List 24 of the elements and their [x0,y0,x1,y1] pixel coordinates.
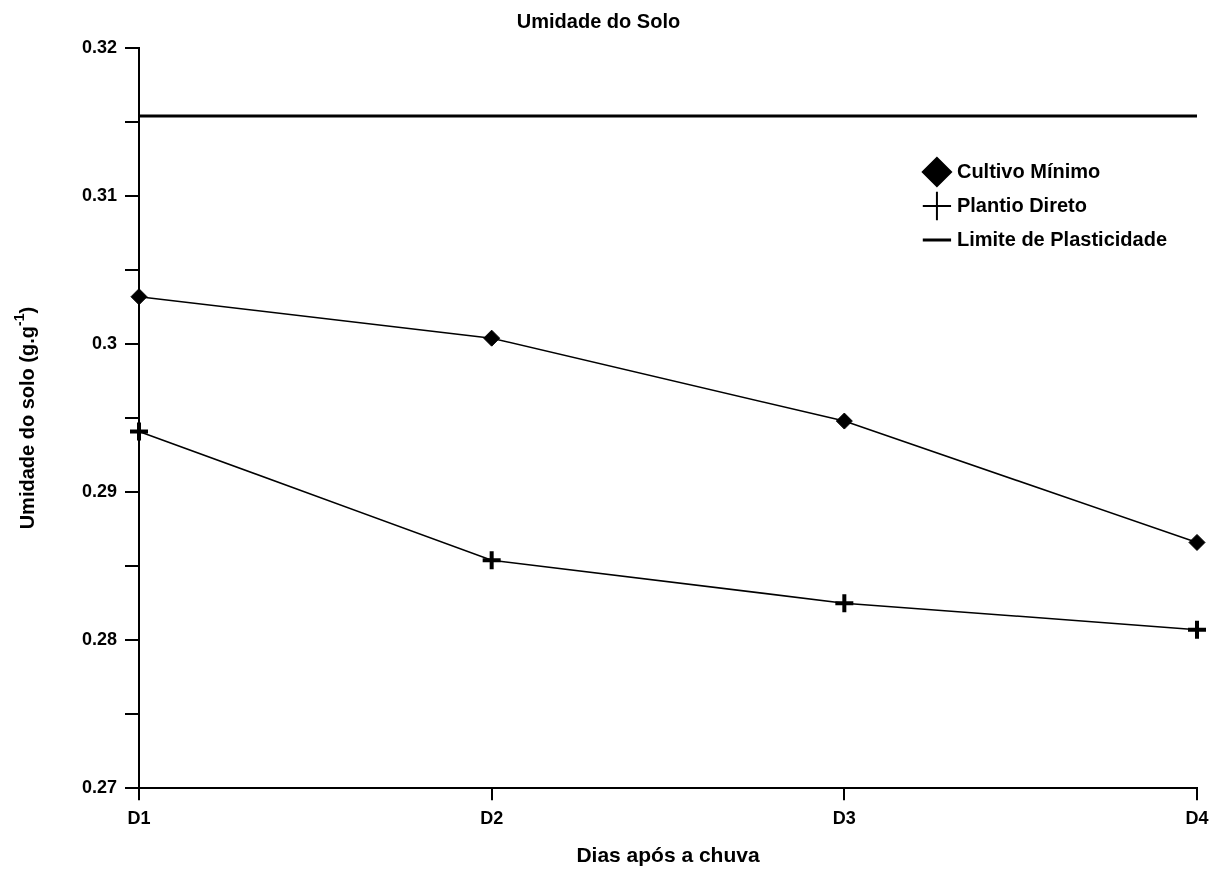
point [483,329,501,347]
chart-title: Umidade do Solo [516,9,681,32]
point [1188,533,1206,551]
x-tick-label: D3 [832,807,856,828]
point [833,592,856,615]
point [480,549,503,572]
legend-label: Plantio Direto [956,193,1087,216]
y-tick-label: 0.27 [81,777,117,798]
point [130,288,148,306]
x-axis-title: Dias após a chuva [576,843,760,867]
y-tick-label: 0.29 [81,481,117,502]
x-tick-label: D2 [480,807,504,828]
y-tick-label: 0.31 [81,185,117,206]
legend-label: Limite de Plasticidade [956,227,1168,250]
y-tick-label: 0.32 [81,36,117,57]
point [128,420,150,443]
y-tick-label: 0.28 [81,629,117,650]
point [1186,618,1208,641]
x-tick-label: D1 [127,807,151,828]
y-axis-title: Umidade do solo (g.g-1) [10,306,38,530]
point [835,412,853,430]
legend-label: Cultivo Mínimo [956,159,1101,182]
y-tick-label: 0.3 [91,333,117,354]
x-tick-label: D4 [1185,807,1209,828]
